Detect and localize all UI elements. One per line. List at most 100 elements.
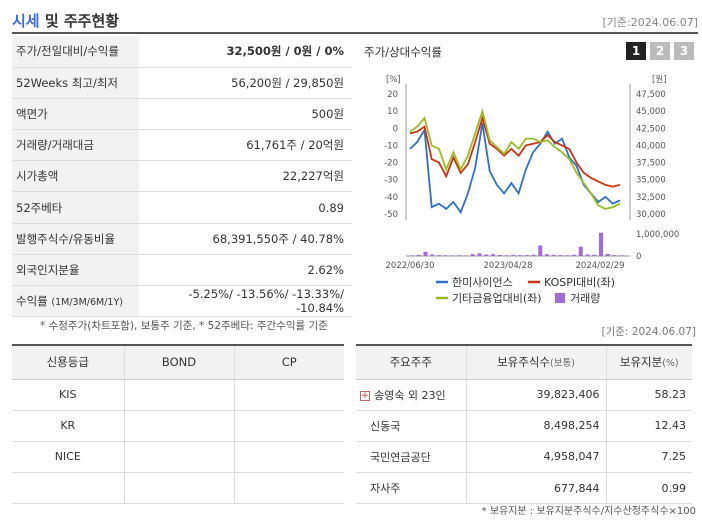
holder-header-pct: 보유지분(%)	[605, 344, 692, 380]
shareholder-table: 주요주주 보유주식수(보통) 보유지분(%) + 송영숙 외 23인 39,823,…	[356, 344, 692, 505]
price-row-label: 거래량/거래대금	[12, 129, 139, 162]
volume-bar	[599, 232, 603, 256]
volume-bar	[592, 254, 597, 256]
holder-header-name: 주요주주	[356, 344, 466, 380]
right-axis-unit: [원]	[652, 75, 666, 85]
legend-label: 거래량	[570, 292, 600, 305]
credit-cell: KIS	[12, 379, 124, 411]
volume-bar	[416, 254, 421, 256]
chart-tab-1[interactable]: 1	[626, 42, 646, 60]
right-tick-label: 42,500	[636, 124, 666, 134]
left-tick-label: -40	[384, 193, 398, 203]
price-row-value: 500원	[139, 98, 352, 131]
volume-bar	[437, 255, 441, 256]
chart-panel: 주가/상대수익률 1 2 3 [%] [원] 20 10 0 -10 -20 -30 -40 -5…	[356, 36, 698, 312]
chart-note: * 수정주가(차트포함), 보통주 기준, * 52주베타: 주간수익률 기준	[40, 320, 328, 332]
holder-row: 자사주 677,844 0.99	[356, 472, 692, 505]
footnote: * 보유지분 : 보유지분주식수/지수산정주식수×100	[481, 506, 696, 517]
holder-shares: 8,498,254	[465, 410, 606, 442]
volume-bar	[443, 255, 448, 256]
legend-label: 기타금융업대비(좌)	[452, 292, 542, 305]
credit-cell	[233, 472, 344, 505]
price-row: 거래량/거래대금 61,761주 / 20억원	[12, 129, 352, 162]
holder-shares: 4,958,047	[465, 441, 606, 474]
returns-label: 수익률 (1M/3M/6M/1Y)	[12, 285, 139, 318]
holder-row: 신동국 8,498,254 12.43	[356, 410, 692, 442]
right-tick-label: 45,000	[636, 107, 666, 117]
holder-header-shares-label: 보유주식수	[497, 355, 550, 370]
volume-bar	[464, 255, 468, 256]
volume-bar	[410, 255, 414, 256]
holder-pct: 12.43	[605, 410, 692, 442]
section-header: 시세 및 주주현황 [기준:2024.06.07]	[12, 6, 698, 34]
holder-name-text: 송영숙 외 23인	[374, 388, 446, 402]
left-tick-label: 10	[387, 107, 398, 117]
chart-tab-2[interactable]: 2	[650, 42, 670, 60]
x-tick-label: 2022/06/30	[386, 261, 435, 271]
volume-bar	[470, 254, 475, 256]
left-axis-unit: [%]	[386, 75, 401, 85]
price-row-value: 0.89	[139, 191, 352, 224]
price-row: 주가/전일대비/수익률 32,500원 / 0원 / 0%	[12, 36, 352, 68]
legend-swatch	[555, 293, 565, 303]
holder-name-text: 신동국	[370, 419, 401, 433]
holder-header-pct-label: 보유지분	[619, 355, 663, 370]
volume-bar	[450, 255, 455, 256]
price-row-value: 32,500원 / 0원 / 0%	[139, 36, 352, 68]
credit-cell	[233, 441, 344, 474]
volume-bar	[585, 254, 590, 256]
credit-row: KIS	[12, 379, 344, 411]
price-row-label: 시가총액	[12, 160, 139, 193]
price-row-label: 외국인지분율	[12, 254, 139, 287]
holder-shares: 677,844	[465, 472, 606, 505]
volume-bar	[430, 254, 435, 256]
price-row: 액면가 500원	[12, 98, 352, 131]
credit-header-cp: CP	[233, 344, 344, 380]
volume-bar	[572, 254, 576, 256]
holder-name-text: 국민연금공단	[370, 450, 431, 464]
left-tick-label: -50	[384, 210, 398, 220]
price-row-value: 22,227억원	[139, 160, 352, 193]
credit-row: NICE	[12, 441, 344, 474]
returns-label-sub: (1M/3M/6M/1Y)	[51, 297, 123, 309]
volume-bar	[545, 254, 549, 256]
volume-bar	[538, 245, 543, 256]
section-title: 시세 및 주주현황	[12, 10, 119, 31]
chart-tab-3[interactable]: 3	[674, 42, 694, 60]
price-row-label: 52Weeks 최고/최저	[12, 67, 139, 99]
holder-name: 신동국	[356, 410, 466, 442]
title-rest: 및 주주현황	[39, 12, 120, 30]
expand-icon[interactable]: +	[360, 390, 370, 401]
title-highlight: 시세	[12, 12, 40, 30]
price-row-label: 52주베타	[12, 191, 139, 224]
volume-bar	[457, 255, 462, 256]
price-chart: [%] [원] 20 10 0 -10 -20 -30 -40 -50 47,500 45,000 42…	[384, 75, 679, 305]
credit-cell	[123, 410, 234, 442]
volume-bar	[491, 254, 495, 256]
x-tick-label: 2023/04/28	[484, 261, 533, 271]
price-row: 52주베타 0.89	[12, 191, 352, 224]
price-row-label: 액면가	[12, 98, 139, 131]
holder-header-pct-unit: (%)	[662, 358, 679, 370]
chart-title: 주가/상대수익률	[364, 45, 442, 59]
left-tick-label: 20	[387, 90, 398, 100]
price-row-value: 56,200원 / 29,850원	[139, 67, 352, 99]
price-row-value: 68,391,550주 / 40.78%	[139, 223, 352, 255]
holder-shares: 39,823,406	[465, 379, 606, 411]
reference-date: [기준:2024.06.07]	[602, 16, 698, 29]
right-tick-label: 35,000	[636, 176, 666, 186]
returns-label-main: 수익률	[16, 294, 48, 309]
volume-bar	[477, 253, 482, 256]
returns-row: 수익률 (1M/3M/6M/1Y) -5.25%/ -13.56%/ -13.33…	[12, 285, 352, 318]
legend-label: KOSPI대비(좌)	[544, 276, 615, 289]
credit-rating-table: 신용등급 BOND CP KIS KR NICE	[12, 344, 344, 505]
left-tick-label: 0	[393, 124, 398, 134]
credit-cell: KR	[12, 410, 124, 442]
volume-bar	[605, 253, 610, 256]
holder-pct: 0.99	[605, 472, 692, 505]
right-tick-label: 30,000	[636, 210, 666, 220]
holder-name: + 송영숙 외 23인	[356, 379, 466, 411]
volume-bar	[524, 255, 529, 256]
volume-bar	[497, 254, 502, 256]
volume-tick-label: 1,000,000	[636, 230, 679, 240]
